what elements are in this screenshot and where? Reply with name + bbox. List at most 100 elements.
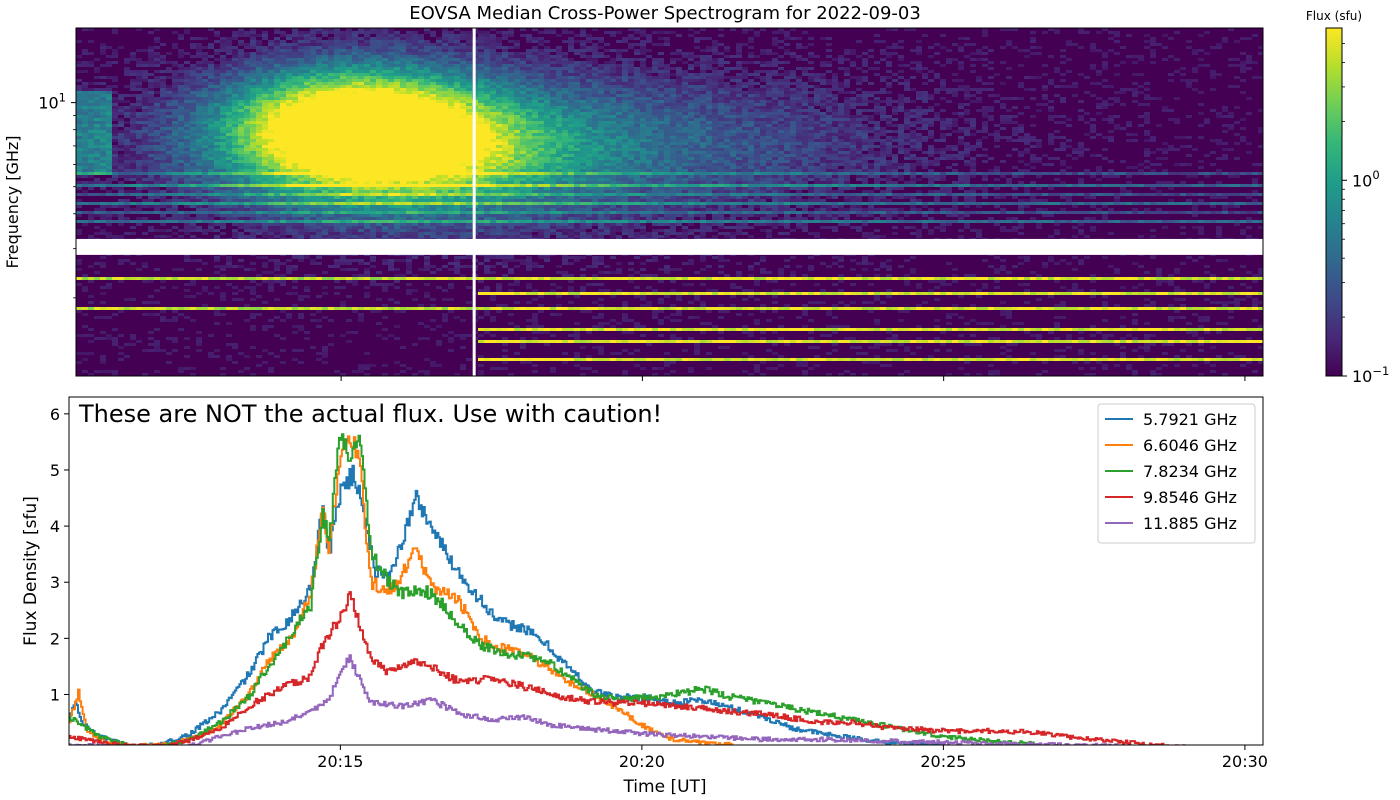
spectrogram-cell <box>466 82 472 85</box>
spectrogram-cell <box>82 163 88 166</box>
spectrogram-cell <box>214 109 220 112</box>
spectrogram-cell <box>256 34 262 37</box>
spectrogram-cell <box>172 277 178 280</box>
spectrogram-cell <box>166 94 172 97</box>
spectrogram-cell <box>442 163 448 166</box>
spectrogram-cell <box>466 301 472 304</box>
spectrogram-cell <box>238 277 244 280</box>
spectrogram-cell <box>166 151 172 154</box>
spectrogram-cell <box>376 61 382 64</box>
spectrogram-cell <box>346 169 352 172</box>
spectrogram-cell <box>154 157 160 160</box>
spectrogram-cell <box>142 97 148 100</box>
spectrogram-cell <box>382 229 388 232</box>
spectrogram-cell <box>220 217 226 220</box>
spectrogram-cell <box>454 100 460 103</box>
spectrogram-cell <box>448 139 454 142</box>
spectrogram-cell <box>226 160 232 163</box>
spectrogram-cell <box>448 172 454 175</box>
spectrogram-cell <box>280 133 286 136</box>
spectrogram-cell <box>436 82 442 85</box>
spectrogram-cell <box>196 85 202 88</box>
spectrogram-cell <box>130 58 136 61</box>
spectrogram-cell <box>112 172 118 175</box>
spectrogram-cell <box>400 97 406 100</box>
spectrogram-cell <box>460 163 466 166</box>
spectrogram-cell <box>328 145 334 148</box>
spectrogram-cell <box>274 61 280 64</box>
spectrogram-cell <box>406 232 412 235</box>
spectrogram-cell <box>172 340 178 343</box>
spectrogram-cell <box>370 130 376 133</box>
spectrogram-cell <box>436 268 442 271</box>
spectrogram-cell <box>124 121 130 124</box>
spectrogram-cell <box>244 196 250 199</box>
spectrogram-cell <box>370 235 376 238</box>
spectrogram-cell <box>400 37 406 40</box>
spectrogram-cell <box>442 196 448 199</box>
spectrogram-cell <box>274 262 280 265</box>
spectrogram-cell <box>358 88 364 91</box>
spectrogram-cell <box>160 154 166 157</box>
spectrogram-cell <box>346 151 352 154</box>
spectrogram-cell <box>310 28 316 31</box>
spectrogram-cell <box>328 277 334 280</box>
spectrogram-cell <box>388 220 394 223</box>
spectrogram-cell <box>424 373 430 376</box>
spectrogram-cell <box>232 82 238 85</box>
spectrogram-cell <box>94 226 100 229</box>
spectrogram-cell <box>418 160 424 163</box>
spectrogram-cell <box>118 193 124 196</box>
spectrogram-cell <box>328 190 334 193</box>
spectrogram-cell <box>364 196 370 199</box>
spectrogram-cell <box>340 190 346 193</box>
spectrogram-cell <box>250 277 256 280</box>
spectrogram-cell <box>172 307 178 310</box>
spectrogram-cell <box>172 133 178 136</box>
spectrogram-cell <box>286 58 292 61</box>
spectrogram-cell <box>226 40 232 43</box>
spectrogram-cell <box>286 316 292 319</box>
spectrogram-cell <box>370 127 376 130</box>
spectrogram-cell <box>88 130 94 133</box>
spectrogram-cell <box>250 211 256 214</box>
spectrogram-cell <box>256 175 262 178</box>
spectrogram-cell <box>418 118 424 121</box>
spectrogram-cell <box>214 88 220 91</box>
spectrogram-cell <box>100 157 106 160</box>
spectrogram-cell <box>364 163 370 166</box>
spectrogram-cell <box>268 169 274 172</box>
spectrogram-cell <box>76 55 82 58</box>
spectrogram-cell <box>406 184 412 187</box>
spectrogram-cell <box>358 28 364 31</box>
spectrogram-cell <box>214 148 220 151</box>
spectrogram-cell <box>298 73 304 76</box>
spectrogram-cell <box>436 169 442 172</box>
spectrogram-cell <box>364 175 370 178</box>
spectrogram-cell <box>394 274 400 277</box>
spectrogram-cell <box>130 298 136 301</box>
spectrogram-cell <box>94 166 100 169</box>
spectrogram-cell <box>118 109 124 112</box>
spectrogram-cell <box>250 91 256 94</box>
spectrogram-cell <box>466 115 472 118</box>
spectrogram-cell <box>274 67 280 70</box>
spectrogram-cell <box>436 85 442 88</box>
spectrogram-cell <box>394 91 400 94</box>
spectrogram-cell <box>256 148 262 151</box>
spectrogram-cell <box>304 181 310 184</box>
spectrogram-cell <box>196 124 202 127</box>
spectrogram-cell <box>322 217 328 220</box>
spectrogram-cell <box>226 145 232 148</box>
spectrogram-cell <box>448 100 454 103</box>
spectrogram-cell <box>130 148 136 151</box>
spectrogram-cell <box>382 160 388 163</box>
spectrogram-cell <box>382 139 388 142</box>
spectrogram-cell <box>460 70 466 73</box>
spectrogram-cell <box>412 115 418 118</box>
spectrogram-cell <box>466 307 472 310</box>
spectrogram-cell <box>460 334 466 337</box>
spectrogram-cell <box>226 94 232 97</box>
spectrogram-cell <box>172 172 178 175</box>
spectrogram-cell <box>160 145 166 148</box>
